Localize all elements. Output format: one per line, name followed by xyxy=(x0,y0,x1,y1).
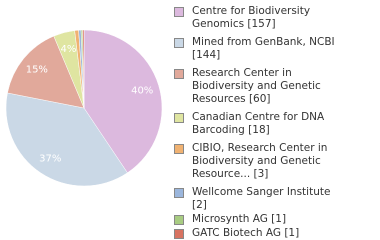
pie-slice xyxy=(83,29,163,174)
legend-label: GATC Biotech AG [1] xyxy=(192,227,300,239)
legend-item: Research Center in Biodiversity and Gene… xyxy=(172,67,372,106)
legend-label: CIBIO, Research Center in Biodiversity a… xyxy=(192,142,328,180)
legend-item: Wellcome Sanger Institute [2] xyxy=(172,186,372,212)
legend-item: Centre for Biodiversity Genomics [157] xyxy=(172,5,372,31)
legend-swatch xyxy=(174,144,184,154)
legend-item: CIBIO, Research Center in Biodiversity a… xyxy=(172,142,372,181)
legend-label: Centre for Biodiversity Genomics [157] xyxy=(192,5,311,30)
legend-swatch xyxy=(174,188,184,198)
slice-label: 15% xyxy=(26,65,48,76)
pie: 40% 37% 15% 4% xyxy=(5,29,163,187)
legend-label: Research Center in Biodiversity and Gene… xyxy=(192,67,321,105)
pie-slice xyxy=(7,35,85,109)
legend-label: Canadian Centre for DNA Barcoding [18] xyxy=(192,111,325,136)
legend-swatch xyxy=(174,38,184,48)
slice-label: 37% xyxy=(39,154,61,165)
legend-swatch xyxy=(174,215,184,225)
legend-swatch xyxy=(174,69,184,79)
legend-item: Canadian Centre for DNA Barcoding [18] xyxy=(172,111,372,137)
legend-label: Mined from GenBank, NCBI [144] xyxy=(192,36,335,61)
pie-slice xyxy=(82,29,85,109)
slice-label: 40% xyxy=(131,85,153,96)
legend-item: Mined from GenBank, NCBI [144] xyxy=(172,36,372,62)
legend-label: Microsynth AG [1] xyxy=(192,213,287,225)
legend-label: Wellcome Sanger Institute [2] xyxy=(192,186,331,211)
legend-swatch xyxy=(174,113,184,123)
slice-label: 4% xyxy=(60,44,76,55)
legend: Centre for Biodiversity Genomics [157] Mi… xyxy=(172,5,372,240)
legend-swatch xyxy=(174,229,184,239)
legend-item: Microsynth AG [1] xyxy=(172,213,372,226)
legend-swatch xyxy=(174,7,184,17)
pie-slice xyxy=(5,92,128,187)
legend-item: GATC Biotech AG [1] xyxy=(172,227,372,240)
